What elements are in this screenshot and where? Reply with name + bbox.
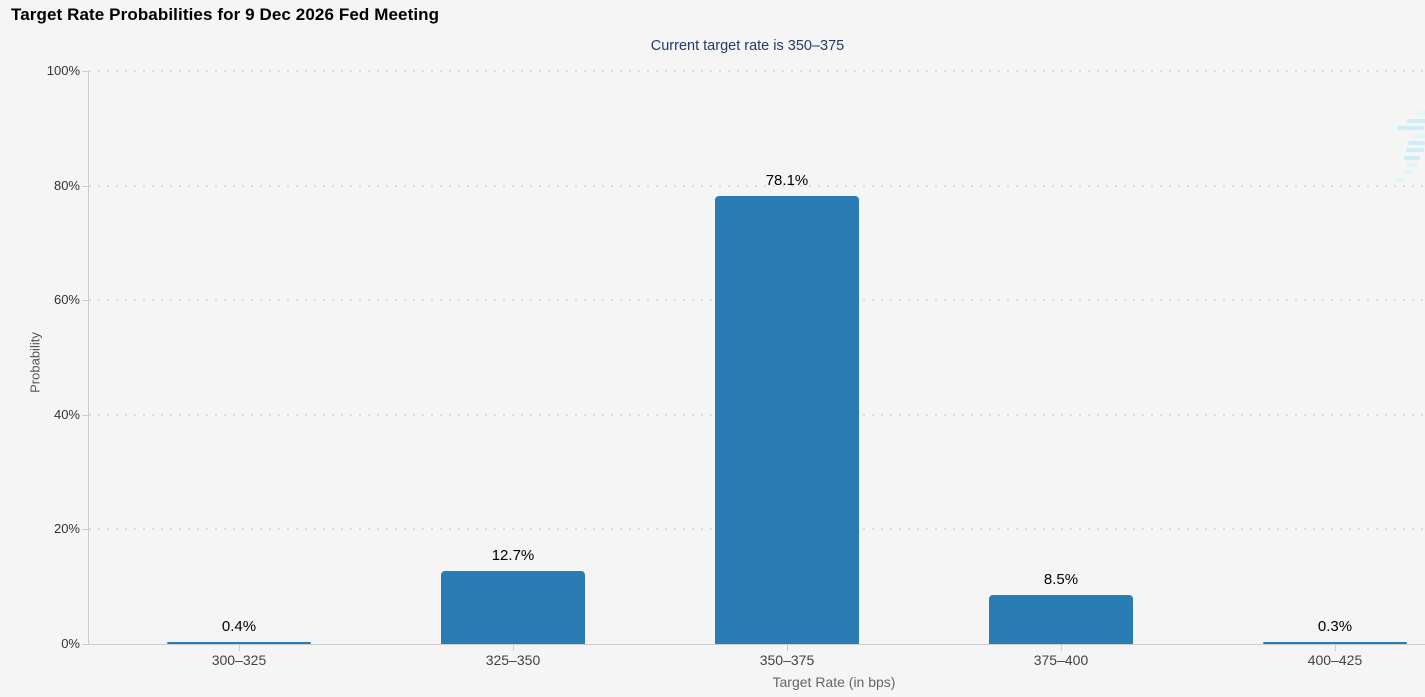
watermark-strip xyxy=(1404,156,1420,160)
y-tick-label-80%: 80% xyxy=(53,178,80,193)
watermark-strip xyxy=(1406,148,1424,152)
y-tick-mark xyxy=(82,529,88,530)
x-tick-mark xyxy=(1335,644,1336,651)
bar-value-label-325–350: 12.7% xyxy=(491,547,535,564)
chart-title: Target Rate Probabilities for 9 Dec 2026… xyxy=(11,5,440,24)
bar-325–350[interactable] xyxy=(441,571,585,644)
watermark-strip xyxy=(1414,134,1425,138)
bar-300–325[interactable] xyxy=(167,642,311,644)
watermark-strip xyxy=(1417,111,1425,115)
y-axis-title: Probability xyxy=(27,332,43,393)
watermark-strip xyxy=(1407,119,1425,123)
y-tick-label-60%: 60% xyxy=(53,292,80,307)
gridline-100% xyxy=(89,70,1425,72)
bar-value-label-375–400: 8.5% xyxy=(1043,571,1079,588)
watermark-strip xyxy=(1397,126,1424,130)
bar-value-label-300–325: 0.4% xyxy=(221,618,257,635)
watermark-strip xyxy=(1406,163,1418,167)
bar-375–400[interactable] xyxy=(989,595,1133,644)
x-axis-line xyxy=(88,644,1425,645)
watermark-strip xyxy=(1403,170,1413,174)
x-tick-mark xyxy=(239,644,240,651)
watermark-strip xyxy=(1396,178,1405,182)
bar-400–425[interactable] xyxy=(1263,642,1407,644)
bar-value-label-400–425: 0.3% xyxy=(1317,618,1353,635)
category-label-375–400: 375–400 xyxy=(1033,652,1089,668)
x-tick-mark xyxy=(787,644,788,651)
y-tick-mark xyxy=(82,71,88,72)
y-tick-mark xyxy=(82,186,88,187)
y-tick-label-20%: 20% xyxy=(53,521,80,536)
category-label-350–375: 350–375 xyxy=(759,652,815,668)
y-axis-line xyxy=(88,71,89,644)
y-tick-label-100%: 100% xyxy=(46,63,80,78)
y-tick-mark xyxy=(82,300,88,301)
category-label-400–425: 400–425 xyxy=(1307,652,1363,668)
y-tick-label-0%: 0% xyxy=(61,636,80,651)
y-tick-mark xyxy=(82,415,88,416)
x-axis-title: Target Rate (in bps) xyxy=(772,674,896,690)
category-label-300–325: 300–325 xyxy=(211,652,267,668)
x-tick-mark xyxy=(1061,644,1062,651)
y-tick-label-40%: 40% xyxy=(53,407,80,422)
x-tick-mark xyxy=(513,644,514,651)
watermark-strip xyxy=(1408,141,1425,145)
gridline-80% xyxy=(89,185,1425,187)
category-label-325–350: 325–350 xyxy=(485,652,541,668)
bar-value-label-350–375: 78.1% xyxy=(765,172,809,189)
y-tick-mark xyxy=(82,644,88,645)
chart-subtitle: Current target rate is 350–375 xyxy=(650,38,845,54)
bar-350–375[interactable] xyxy=(715,196,859,644)
